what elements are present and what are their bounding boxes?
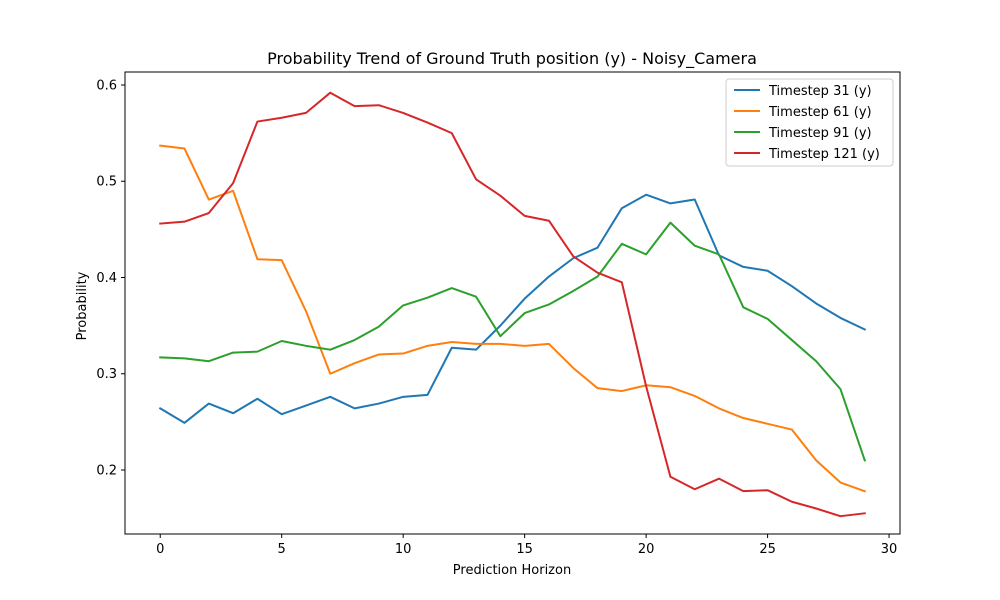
y-axis-label: Probability: [75, 271, 90, 340]
plot-frame: [124, 71, 901, 535]
series-line: [159, 144, 867, 493]
y-tick-label: 0.5: [96, 175, 117, 190]
plot-area: [158, 91, 867, 518]
series-line: [159, 221, 867, 462]
series-group: [158, 193, 867, 424]
series-line: [158, 193, 867, 424]
legend-label: Timestep 121 (y): [768, 147, 880, 162]
series-line: [159, 91, 866, 518]
x-tick-label: 20: [638, 542, 655, 557]
legend-label: Timestep 91 (y): [768, 126, 872, 141]
legend-label: Timestep 31 (y): [768, 84, 872, 99]
y-tick-label: 0.6: [96, 78, 117, 93]
y-tick-label: 0.4: [96, 271, 117, 286]
x-tick-label: 30: [881, 542, 898, 557]
x-axis: 0 5 10 15 20 25 30: [156, 534, 897, 557]
x-tick-label: 10: [395, 542, 412, 557]
y-tick-label: 0.2: [96, 463, 117, 478]
x-tick-label: 25: [759, 542, 776, 557]
series-group: [159, 91, 866, 518]
legend-box: [725, 78, 894, 167]
legend-label: Timestep 61 (y): [768, 105, 872, 120]
x-tick-label: 15: [516, 542, 533, 557]
x-tick-label: 5: [278, 542, 286, 557]
series-group: [159, 144, 867, 493]
x-axis-label: Prediction Horizon: [453, 563, 571, 578]
chart-title: Probability Trend of Ground Truth positi…: [267, 49, 757, 69]
series-group: [159, 221, 867, 462]
x-tick-label: 0: [156, 542, 164, 557]
y-axis: 0.2 0.3 0.4 0.5 0.6: [96, 78, 125, 478]
y-tick-label: 0.3: [96, 367, 117, 382]
legend: Timestep 31 (y) Timestep 61 (y) Timestep 9…: [725, 78, 894, 167]
